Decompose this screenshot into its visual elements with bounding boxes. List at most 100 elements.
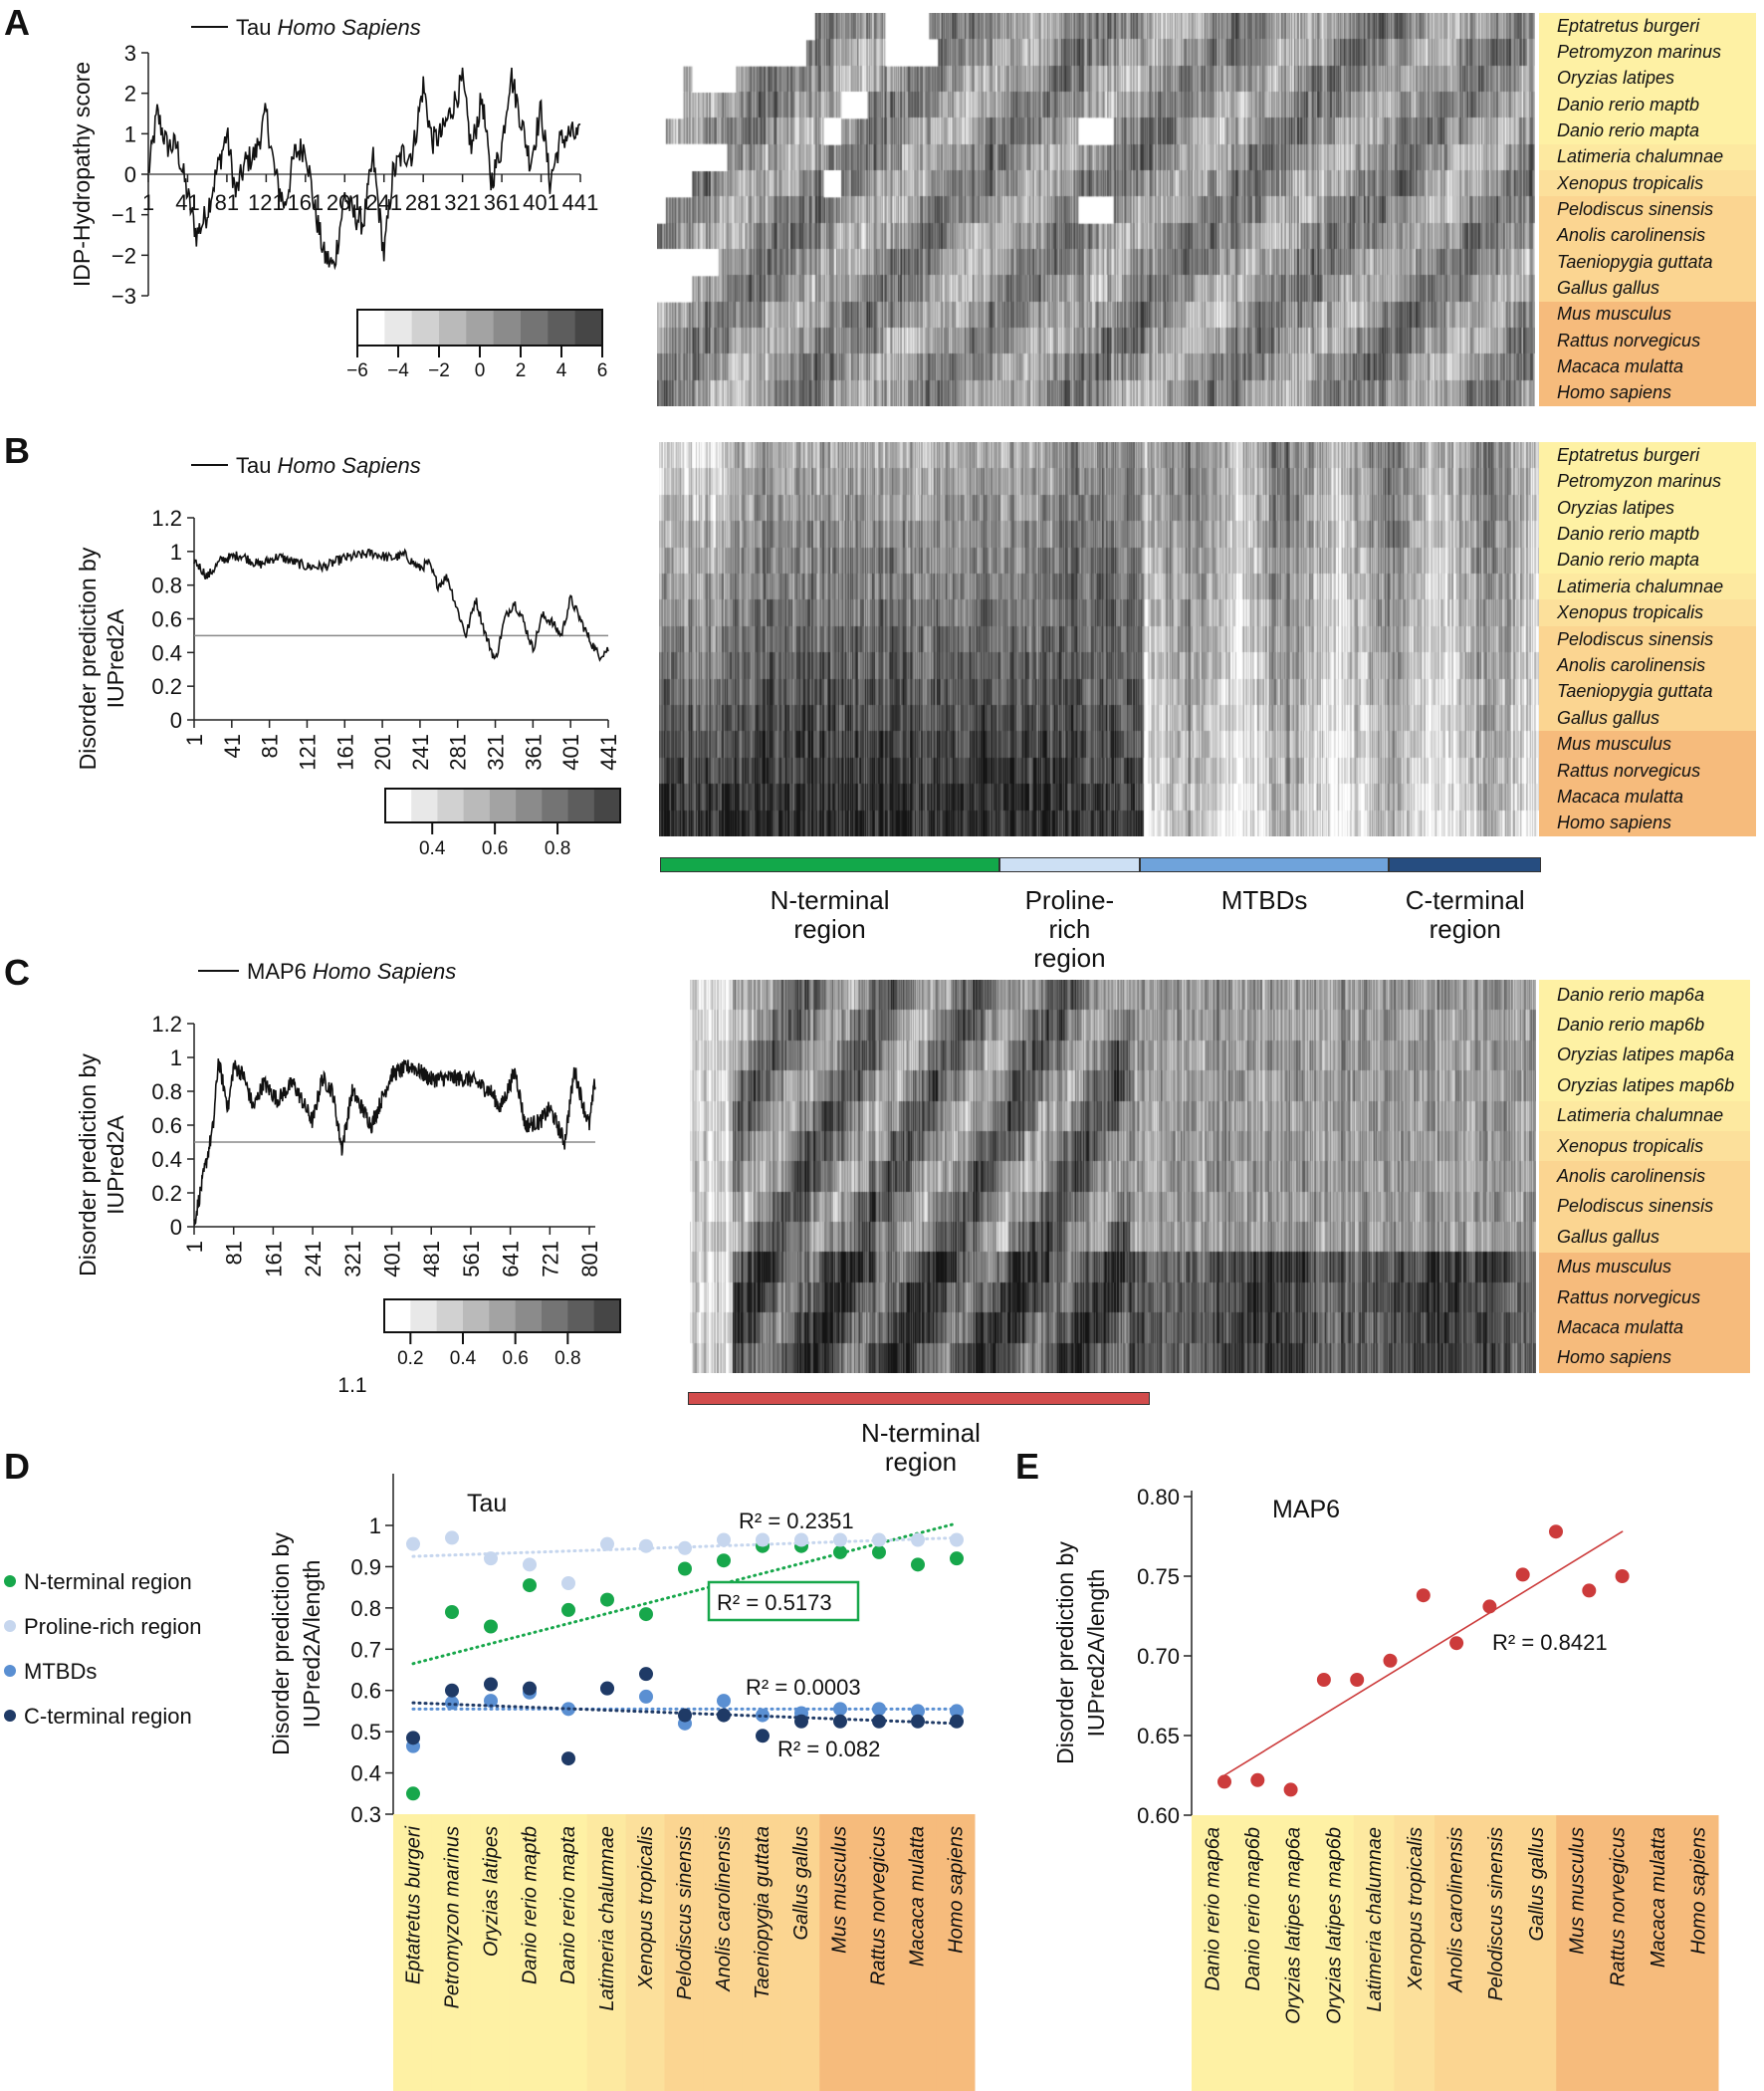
data-point <box>678 1540 692 1555</box>
region-label-line: MTBDs <box>1220 885 1308 915</box>
panel-label-c: C <box>4 952 30 993</box>
x-tick-label: 281 <box>405 190 442 215</box>
data-point <box>833 1544 847 1559</box>
y-tick-label: 0.6 <box>151 1113 182 1138</box>
data-point <box>561 1751 575 1766</box>
x-tick-label: 281 <box>446 734 471 771</box>
x-tick-label: 81 <box>258 734 283 758</box>
data-point <box>1482 1599 1497 1614</box>
species-label: Petromyzon marinus <box>1539 468 1756 495</box>
category-band <box>431 1814 472 2091</box>
colorbar-tick-label: 2 <box>516 360 527 381</box>
x-category-label: Latimeria chalumnae <box>1364 1827 1386 2012</box>
data-point <box>561 1602 575 1617</box>
species-label: Danio rerio mapta <box>1539 547 1756 575</box>
colorbar-bin <box>516 789 543 822</box>
trace-line <box>147 67 581 271</box>
r-squared-label: R² = 0.5173 <box>717 1590 832 1615</box>
legend-protein: Tau <box>236 15 271 40</box>
species-labels-c: Danio rerio map6a Danio rerio map6b Oryzia… <box>1539 980 1750 1374</box>
y-tick-label: 0.9 <box>350 1554 381 1579</box>
colorbar-tick-label: 6 <box>597 360 608 381</box>
species-label: Rattus norvegicus <box>1539 757 1756 785</box>
legend-label: Proline-rich region <box>24 1614 202 1639</box>
species-label: Homo sapiens <box>1539 379 1756 406</box>
x-tick-label: 801 <box>577 1241 602 1278</box>
panel-label-d: D <box>4 1446 30 1487</box>
x-tick-label: 401 <box>380 1241 405 1278</box>
species-label: Pelodiscus sinensis <box>1539 196 1756 223</box>
species-label: Latimeria chalumnae <box>1539 1100 1750 1131</box>
species-label: Macaca mulatta <box>1539 353 1756 380</box>
category-band <box>509 1814 550 2091</box>
x-category-label: Oryzias latipes <box>480 1826 502 1957</box>
data-point <box>484 1619 498 1634</box>
x-category-label: Petromyzon marinus <box>441 1826 463 2008</box>
category-band <box>1637 1815 1678 2091</box>
legend-species: Homo Sapiens <box>313 959 456 984</box>
legend-label: C-terminal region <box>24 1704 192 1729</box>
region-segment <box>999 857 1140 872</box>
y-tick-label: 2 <box>124 82 136 107</box>
species-label: Xenopus tropicalis <box>1539 599 1756 626</box>
data-point <box>1615 1569 1630 1583</box>
y-tick-label: 1.2 <box>151 506 182 531</box>
species-label: Macaca mulatta <box>1539 784 1756 811</box>
region-label-line: region <box>793 914 866 944</box>
x-category-label: Gallus gallus <box>1526 1827 1548 1942</box>
x-category-label: Xenopus tropicalis <box>635 1826 657 1989</box>
r-squared-label: R² = 0.0003 <box>746 1675 861 1700</box>
x-category-label: Homo sapiens <box>946 1826 968 1954</box>
x-tick-label: 1 <box>182 734 207 746</box>
data-point <box>406 1786 420 1801</box>
legend-marker <box>4 1575 16 1587</box>
species-label: Danio rerio map6a <box>1539 980 1750 1011</box>
category-band <box>1394 1815 1435 2091</box>
x-category-label: Danio rerio mapta <box>557 1826 579 1984</box>
x-category-label: Rattus norvegicus <box>868 1826 890 1985</box>
data-point <box>484 1677 498 1692</box>
scatter-plot-e: Danio rerio map6a Danio rerio map6b Oryzia… <box>1052 1485 1719 2091</box>
species-label: Xenopus tropicalis <box>1539 169 1756 197</box>
region-segment <box>1389 857 1541 872</box>
y-tick-label: 0.6 <box>151 607 182 632</box>
y-tick-label: 0.5 <box>350 1720 381 1744</box>
x-category-label: Pelodiscus sinensis <box>674 1826 696 2000</box>
data-point <box>445 1605 459 1619</box>
colorbar-tick-label: 0 <box>475 360 486 381</box>
data-point <box>484 1694 498 1709</box>
data-point <box>445 1683 459 1698</box>
x-category-label: Danio rerio map6b <box>1242 1827 1264 1991</box>
species-label: Taeniopygia guttata <box>1539 248 1756 276</box>
y-tick-label: 0.80 <box>1137 1485 1180 1510</box>
x-category-label: Oryzias latipes map6b <box>1323 1827 1345 2024</box>
map6-region-label-line1: N-terminal <box>861 1418 981 1448</box>
y-axis-label-line2: IUPred2A/length <box>1083 1569 1109 1738</box>
x-tick-label: 41 <box>220 734 245 758</box>
y-tick-label: 0 <box>170 708 182 733</box>
y-axis-label-line1: Disorder prediction by <box>75 547 101 770</box>
x-category-label: Taeniopygia guttata <box>752 1826 773 1999</box>
data-point <box>872 1532 886 1547</box>
category-band <box>1474 1815 1517 2091</box>
x-tick-label: 161 <box>287 190 324 215</box>
legend-label: Tau Homo Sapiens <box>236 15 421 40</box>
x-tick-label: 1 <box>182 1241 207 1253</box>
y-tick-label: 0.75 <box>1137 1564 1180 1589</box>
x-category-label: Danio rerio map6a <box>1202 1827 1223 1991</box>
x-category-label: Rattus norvegicus <box>1607 1827 1629 1986</box>
species-label: Latimeria chalumnae <box>1539 143 1756 170</box>
y-tick-label: 1 <box>124 121 136 146</box>
x-tick-label: 121 <box>295 734 320 771</box>
region-label-line: region <box>1429 914 1501 944</box>
species-label: Mus musculus <box>1539 1252 1750 1282</box>
y-tick-label: 1 <box>170 1046 182 1070</box>
trace-line <box>193 1058 596 1227</box>
category-band <box>1353 1815 1395 2091</box>
data-point <box>756 1729 770 1743</box>
data-point <box>1217 1774 1231 1789</box>
trace-line <box>193 548 609 662</box>
x-category-label: Mus musculus <box>1567 1827 1589 1955</box>
